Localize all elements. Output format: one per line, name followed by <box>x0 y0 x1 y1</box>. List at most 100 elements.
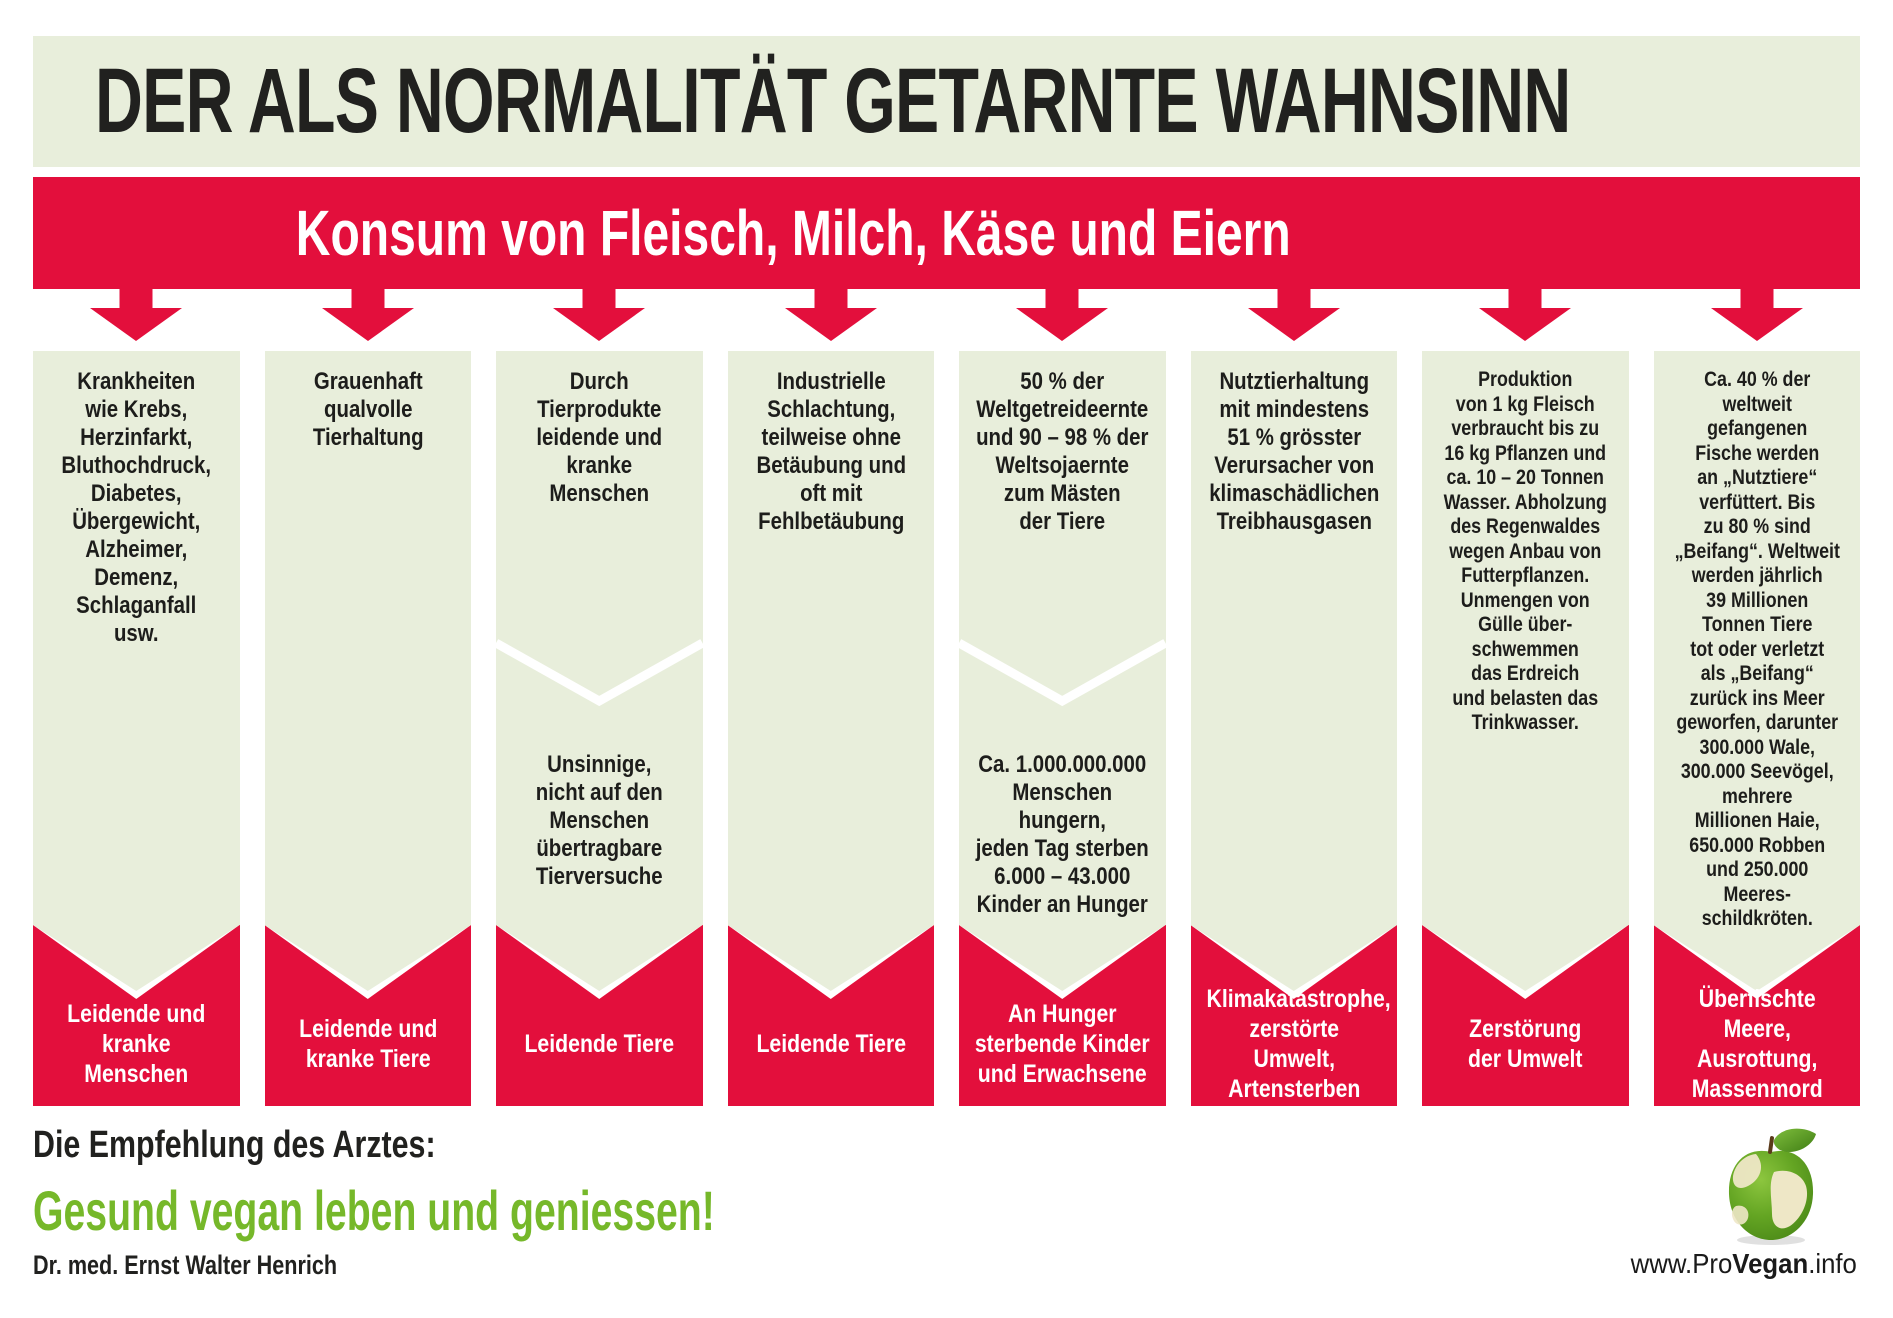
recommendation-text: Gesund vegan leben und geniessen! <box>33 1179 715 1242</box>
website-bold: Vegan <box>1732 1248 1809 1279</box>
result-label: Überfischte Meere, Ausrottung, Massenmor… <box>1691 984 1823 1103</box>
column-text-top: Produktion von 1 kg Fleisch verbraucht b… <box>1443 368 1607 734</box>
chevron-divider-icon <box>496 639 703 707</box>
column-text-top: Durch Tierprodukte leidende und kranke M… <box>536 368 663 507</box>
column-panel: 50 % der Weltgetreideernte und 90 – 98 %… <box>959 351 1166 925</box>
column-panel: Grauenhaft qualvolle Tierhaltung <box>264 351 471 925</box>
column-text-top: Krankheiten wie Krebs, Herzinfarkt, Blut… <box>61 368 212 647</box>
down-arrow-icon <box>1710 288 1803 341</box>
down-arrow-head <box>1710 308 1803 341</box>
result-box: Klimakatastrophe, zerstörte Umwelt, Arte… <box>1190 925 1398 1106</box>
banner-title: Konsum von Fleisch, Milch, Käse und Eier… <box>295 197 1291 269</box>
column-text-top: Ca. 40 % der weltweit gefangenen Fische … <box>1674 368 1840 930</box>
result-label: Klimakatastrophe, zerstörte Umwelt, Arte… <box>1205 984 1391 1103</box>
down-arrow-head <box>553 308 646 341</box>
down-arrow-stem <box>119 288 153 309</box>
result-box: Leidende und kranke Menschen <box>33 925 240 1106</box>
chevron-green <box>1422 925 1629 991</box>
down-arrow-stem <box>582 288 616 309</box>
website-url: www.ProVegan.info <box>1631 1248 1857 1280</box>
down-arrow-icon <box>90 288 183 341</box>
result-box: Leidende Tiere <box>496 925 703 1106</box>
column-panel: Industrielle Schlachtung, teilweise ohne… <box>727 351 934 925</box>
down-arrow-stem <box>1045 288 1079 309</box>
result-label-zone: Klimakatastrophe, zerstörte Umwelt, Arte… <box>1191 985 1398 1103</box>
result-label-zone: Leidende Tiere <box>728 991 935 1096</box>
result-label-zone: Leidende und kranke Tiere <box>265 991 472 1096</box>
down-arrow-icon <box>1016 288 1109 341</box>
chevron-green <box>959 925 1166 991</box>
website-suffix: .info <box>1808 1248 1857 1279</box>
continent-america <box>1731 1205 1749 1225</box>
column-text-second: Ca. 1.000.000.000 Menschen hungern, jede… <box>975 751 1149 918</box>
result-label: Leidende und kranke Tiere <box>298 1014 437 1073</box>
consequence-column: Industrielle Schlachtung, teilweise ohne… <box>727 288 935 1106</box>
down-arrow-stem <box>814 288 848 309</box>
columns-grid: Krankheiten wie Krebs, Herzinfarkt, Blut… <box>33 288 1861 1106</box>
continent-europe <box>1732 1154 1762 1188</box>
result-label: Leidende und kranke Menschen <box>67 999 206 1088</box>
recommendation-label: Die Empfehlung des Arztes: <box>33 1124 436 1166</box>
down-arrow-head <box>1016 308 1109 341</box>
column-panel: Krankheiten wie Krebs, Herzinfarkt, Blut… <box>33 351 240 925</box>
chevron-green <box>264 925 471 991</box>
provegan-apple-logo <box>1728 1128 1816 1245</box>
result-label: Leidende Tiere <box>524 1029 675 1058</box>
chevron-green <box>496 925 703 991</box>
result-label-zone: Zerstörung der Umwelt <box>1422 991 1629 1096</box>
result-label: Zerstörung der Umwelt <box>1467 1014 1583 1073</box>
down-arrow-icon <box>784 288 877 341</box>
continent-africa <box>1770 1170 1808 1229</box>
down-arrow-head <box>784 308 877 341</box>
down-arrow-icon <box>1247 288 1340 341</box>
red-banner-inner: Konsum von Fleisch, Milch, Käse und Eier… <box>33 177 1553 289</box>
column-text-second: Unsinnige, nicht auf den Menschen übertr… <box>535 751 663 890</box>
consequence-column: Produktion von 1 kg Fleisch verbraucht b… <box>1422 288 1629 1106</box>
down-arrow-head <box>321 308 414 341</box>
down-arrow-icon <box>553 288 646 341</box>
header-band: DER ALS NORMALITÄT GETARNTE WAHNSINN <box>33 36 1860 167</box>
result-box: Überfischte Meere, Ausrottung, Massenmor… <box>1653 925 1861 1106</box>
down-arrow-icon <box>1479 288 1572 341</box>
apple-leaf <box>1773 1128 1816 1153</box>
chevron-green <box>727 925 934 991</box>
result-box: Zerstörung der Umwelt <box>1422 925 1629 1106</box>
result-label-zone: Leidende Tiere <box>496 991 703 1096</box>
author-name: Dr. med. Ernst Walter Henrich <box>33 1250 338 1280</box>
chevron-divider-icon <box>959 639 1166 707</box>
column-panel: Nutztierhaltung mit mindestens 51 % grös… <box>1190 351 1397 925</box>
result-label: An Hunger sterbende Kinder und Erwachsen… <box>974 999 1150 1088</box>
column-text-top: Industrielle Schlachtung, teilweise ohne… <box>755 368 906 535</box>
result-box: An Hunger sterbende Kinder und Erwachsen… <box>959 925 1166 1106</box>
result-label-zone: Überfischte Meere, Ausrottung, Massenmor… <box>1654 985 1861 1103</box>
consequence-column: Nutztierhaltung mit mindestens 51 % grös… <box>1190 288 1398 1106</box>
down-arrow-icon <box>321 288 414 341</box>
down-arrow-stem <box>1277 288 1311 309</box>
down-arrow-stem <box>1740 288 1774 309</box>
column-text-top: 50 % der Weltgetreideernte und 90 – 98 %… <box>976 368 1149 535</box>
result-box: Leidende Tiere <box>727 925 935 1106</box>
chevron-green <box>1190 925 1397 991</box>
result-box: Leidende und kranke Tiere <box>264 925 472 1106</box>
column-text-top: Grauenhaft qualvolle Tierhaltung <box>312 368 424 451</box>
column-text-top: Nutztierhaltung mit mindestens 51 % grös… <box>1208 368 1379 535</box>
down-arrow-stem <box>1508 288 1542 309</box>
down-arrow-head <box>1247 308 1340 341</box>
down-arrow-head <box>90 308 183 341</box>
red-banner: Konsum von Fleisch, Milch, Käse und Eier… <box>33 177 1860 289</box>
consequence-column: Ca. 40 % der weltweit gefangenen Fische … <box>1653 288 1861 1106</box>
column-panel: Durch Tierprodukte leidende und kranke M… <box>496 351 703 925</box>
website-prefix: www.Pro <box>1630 1248 1733 1279</box>
consequence-column: Grauenhaft qualvolle Tierhaltung Leidend… <box>264 288 472 1106</box>
chevron-green <box>33 925 240 991</box>
result-label-zone: An Hunger sterbende Kinder und Erwachsen… <box>959 991 1166 1096</box>
result-label-zone: Leidende und kranke Menschen <box>33 991 240 1096</box>
consequence-column: Durch Tierprodukte leidende und kranke M… <box>496 288 703 1106</box>
down-arrow-stem <box>351 288 385 309</box>
page-title: DER ALS NORMALITÄT GETARNTE WAHNSINN <box>95 50 1571 152</box>
column-panel: Produktion von 1 kg Fleisch verbraucht b… <box>1422 351 1629 925</box>
result-label: Leidende Tiere <box>755 1029 906 1058</box>
chevron-green <box>1653 925 1860 991</box>
down-arrow-head <box>1479 308 1572 341</box>
